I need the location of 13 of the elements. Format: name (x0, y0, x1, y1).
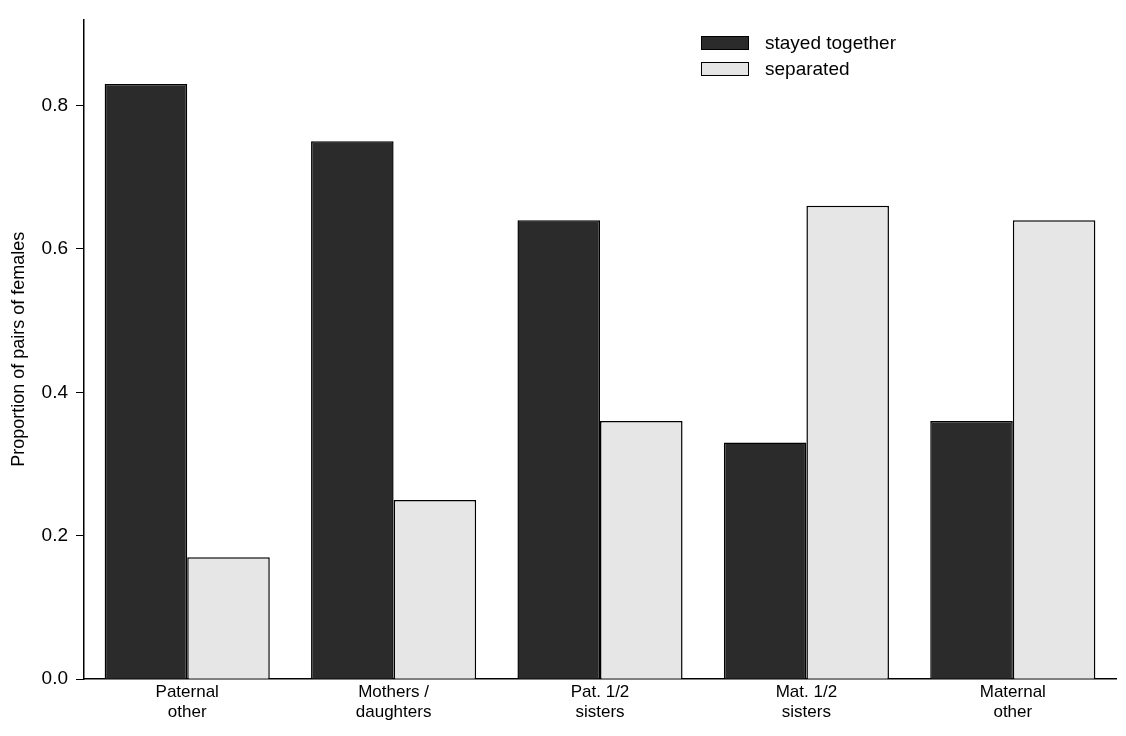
x-tick-label: Pat. 1/2 sisters (570, 682, 630, 722)
y-tick-label: 0.8 (41, 93, 69, 115)
y-tick-label: 0.0 (41, 667, 69, 689)
legend-label: separated (765, 58, 850, 80)
legend-label: stayed together (765, 32, 896, 54)
y-tick-label: 0.4 (41, 380, 69, 402)
y-tick-label: 0.2 (41, 524, 69, 545)
y-axis-title: Proportion of pairs of females (7, 231, 28, 467)
x-tick-label: Maternal other (979, 682, 1046, 722)
y-tick-label: 0.6 (41, 237, 69, 259)
x-tick-label: Mat. 1/2 sisters (775, 682, 838, 722)
x-tick-label: Paternal other (155, 682, 219, 722)
x-tick-label: Mothers / daughters (355, 682, 432, 722)
